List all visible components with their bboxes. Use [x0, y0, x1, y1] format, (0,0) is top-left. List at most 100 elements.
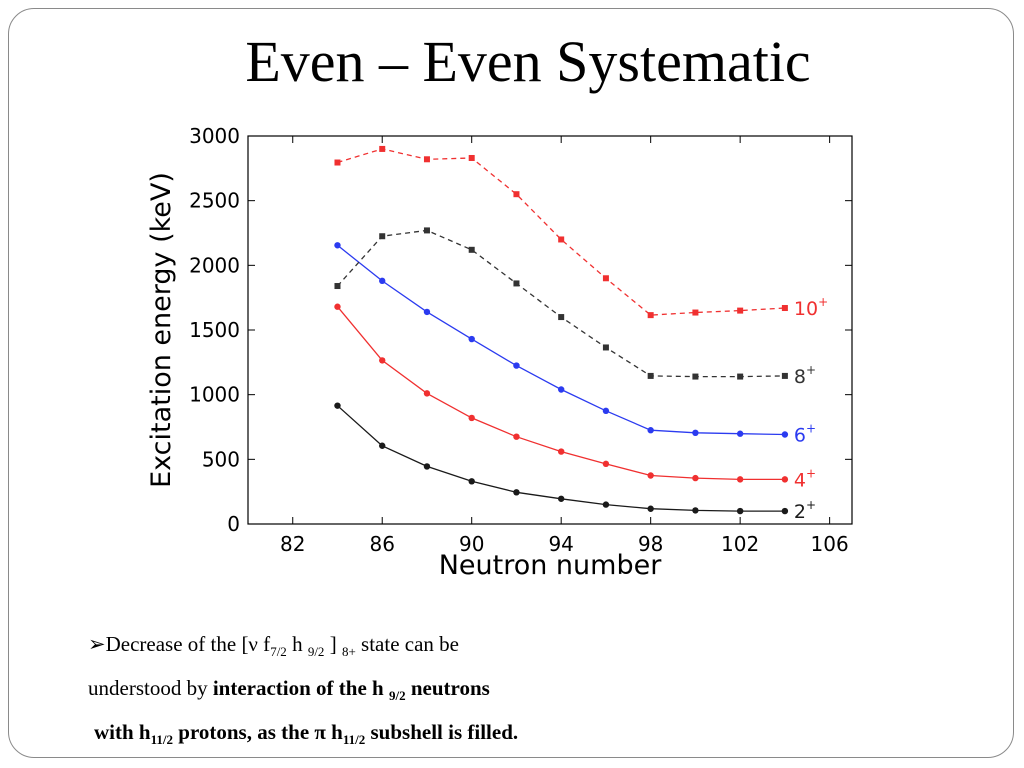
data-point-6 — [692, 429, 699, 437]
bullet-line1-sub-1: 7/2 — [270, 644, 287, 660]
x-tick-label: 106 — [811, 532, 849, 556]
data-point-10 — [781, 305, 788, 312]
data-point-4 — [379, 357, 386, 364]
x-axis-title: Neutron number — [439, 550, 663, 581]
x-axis-ticks: 82 86 90 94 98 102 106 — [280, 136, 849, 556]
plot-frame — [247, 135, 853, 525]
data-point-10 — [737, 307, 744, 314]
y-tick-label: 1000 — [189, 383, 240, 407]
data-point-4 — [602, 460, 610, 468]
data-point-6 — [513, 362, 520, 369]
data-point-10 — [692, 309, 699, 316]
series-label-10: 10+ — [794, 295, 828, 320]
bullet-line2-text-b: interaction of the h — [212, 676, 389, 701]
y-tick-label: 0 — [227, 512, 240, 536]
slide-title: Even – Even Systematic — [245, 29, 811, 94]
bullet-text: ➢Decrease of the [ν f7/2 h 9/2 ] 8+ stat… — [88, 626, 728, 759]
series-line-2 — [337, 405, 785, 512]
data-point-8 — [558, 314, 565, 321]
x-tick-label: 86 — [369, 532, 394, 556]
data-point-4 — [423, 390, 431, 397]
series-label-2: 2+ — [794, 498, 816, 523]
data-point-2 — [423, 463, 431, 470]
data-point-10 — [558, 236, 565, 243]
y-axis-ticks: 0 500 1000 1500 2000 2500 3000 — [189, 124, 852, 536]
data-point-2 — [781, 507, 789, 515]
data-point-8 — [379, 233, 386, 240]
data-point-6 — [334, 242, 341, 249]
data-point-6 — [647, 427, 654, 434]
bullet-line3-sub-2: 11/2 — [342, 732, 366, 748]
data-point-6 — [736, 430, 744, 437]
data-point-8 — [737, 373, 744, 380]
series-labels: 2+ 4+ 6+ 8+ 10+ — [794, 295, 828, 523]
data-point-10 — [513, 191, 520, 198]
bullet-line-2: understood by interaction of the h 9/2 n… — [88, 670, 728, 714]
data-point-4 — [557, 448, 565, 455]
bullet-line1-sub-2: 9/2 — [307, 644, 325, 660]
data-point-8 — [692, 373, 699, 380]
bullet-line1-text-d: state can be — [355, 632, 459, 656]
bullet-line1-text-c: ] — [324, 632, 342, 656]
slide-frame — [8, 8, 1014, 758]
bullet-line3-sub-1: 11/2 — [150, 732, 174, 748]
plot-area — [247, 135, 853, 525]
y-tick-label: 2500 — [189, 189, 240, 213]
bullet-line3-text-c: subshell is filled. — [365, 720, 519, 745]
data-point-2 — [334, 402, 341, 409]
bullet-marker: ➢ — [88, 632, 106, 656]
bullet-line3-text-a: with h — [94, 720, 151, 745]
series-2 — [334, 402, 789, 515]
data-point-10 — [602, 275, 609, 282]
series-label-8: 8+ — [794, 363, 816, 388]
data-point-6 — [557, 386, 565, 393]
data-point-10 — [647, 312, 654, 319]
data-point-10 — [423, 156, 430, 163]
series-line-8 — [337, 229, 785, 378]
series-4 — [334, 303, 789, 483]
data-point-2 — [647, 505, 654, 512]
data-point-4 — [736, 476, 744, 483]
data-point-2 — [602, 501, 610, 508]
data-point-2 — [379, 442, 386, 449]
y-axis-title: Excitation energy (keV) — [146, 172, 177, 488]
bullet-line2-text-a: understood by — [88, 676, 213, 701]
x-tick-label: 102 — [721, 532, 759, 556]
series-line-10 — [337, 148, 785, 316]
x-tick-label: 82 — [280, 532, 305, 556]
data-point-8 — [647, 372, 654, 379]
bullet-line-1: ➢Decrease of the [ν f7/2 h 9/2 ] 8+ stat… — [88, 626, 728, 670]
y-tick-label: 3000 — [189, 124, 240, 148]
x-tick-label: 94 — [548, 532, 573, 556]
bullet-line3-text-b: protons, as the π h — [173, 720, 343, 745]
y-tick-label: 500 — [202, 447, 240, 471]
data-point-4 — [647, 472, 654, 479]
data-point-10 — [379, 145, 386, 152]
bullet-line2-text-c: neutrons — [405, 676, 490, 701]
data-point-10 — [468, 154, 475, 161]
data-point-8 — [781, 372, 788, 379]
data-point-6 — [468, 335, 475, 343]
data-point-4 — [781, 476, 789, 483]
series-8 — [334, 227, 788, 380]
data-point-6 — [379, 277, 386, 285]
data-point-8 — [334, 283, 341, 290]
data-point-10 — [334, 159, 341, 166]
data-point-2 — [736, 507, 744, 515]
y-tick-label: 2000 — [189, 253, 240, 277]
data-point-4 — [334, 303, 341, 310]
data-point-6 — [602, 407, 610, 415]
series-10 — [334, 145, 788, 319]
x-tick-label: 98 — [638, 532, 663, 556]
data-point-8 — [468, 246, 475, 253]
y-tick-label: 1500 — [189, 318, 240, 342]
bullet-line1-text-a: Decrease of the [ν f — [105, 632, 271, 656]
data-point-4 — [692, 474, 699, 482]
data-point-2 — [513, 489, 520, 496]
data-point-2 — [468, 478, 475, 485]
data-point-4 — [468, 414, 475, 422]
data-point-6 — [781, 431, 789, 438]
series-6 — [334, 242, 789, 438]
series-layer — [334, 145, 789, 515]
data-point-6 — [423, 308, 431, 316]
